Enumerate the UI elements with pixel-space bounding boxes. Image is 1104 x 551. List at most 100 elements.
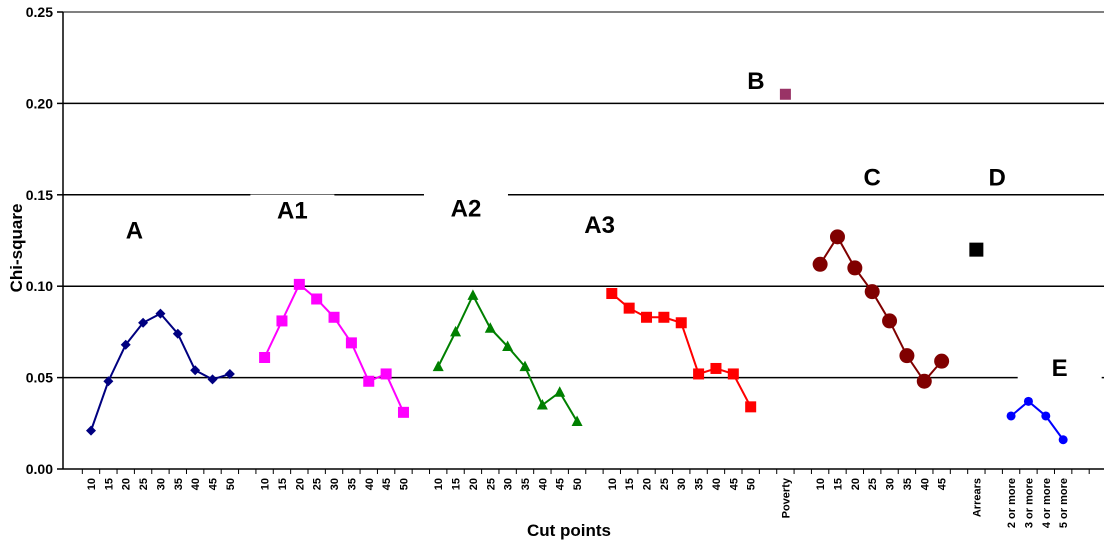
- x-tick-label: 30: [885, 478, 897, 490]
- x-tick-label: 35: [694, 478, 706, 490]
- x-tick-label: 45: [728, 478, 740, 490]
- series-label-D: D: [989, 165, 1006, 192]
- x-tick-label: 10: [433, 478, 445, 490]
- data-point-A: [207, 374, 218, 385]
- y-tick-labels: 0.00 0.05 0.10 0.15 0.20 0.25: [26, 4, 53, 477]
- x-tick-label: 45: [937, 478, 949, 490]
- x-tick-label: 25: [659, 478, 671, 490]
- data-point-A2: [502, 340, 514, 352]
- data-point-A1: [363, 375, 375, 387]
- data-point-A: [155, 308, 166, 319]
- x-tick-label: 20: [642, 478, 654, 490]
- label-backgrounds: [250, 64, 1102, 384]
- data-point-E: [1006, 411, 1016, 421]
- label-mask: [423, 192, 508, 225]
- series-group-labels: A A1 A2 A3 B C D E: [126, 68, 1068, 382]
- data-point-C: [864, 284, 880, 300]
- data-point-D: [969, 242, 984, 257]
- series-label-A: A: [126, 218, 143, 245]
- x-tick-label: 35: [902, 478, 914, 490]
- data-point-A1: [311, 293, 323, 305]
- data-point-A: [224, 368, 235, 379]
- data-point-A2: [571, 415, 583, 426]
- y-tick-label: 0.15: [26, 187, 53, 203]
- x-tick-label: 20: [468, 478, 480, 490]
- gridlines: [63, 11, 1104, 379]
- y-tick-label: 0.10: [26, 278, 53, 294]
- y-tick-label: 0.00: [26, 461, 53, 477]
- x-tick-label: 15: [451, 478, 463, 490]
- x-tick-label: 30: [329, 478, 341, 490]
- x-tick-label: 40: [190, 478, 202, 490]
- x-tick-label: 10: [815, 478, 827, 490]
- series-label-A1: A1: [277, 198, 308, 225]
- x-tick-label: 45: [381, 478, 393, 490]
- x-tick-label: 45: [208, 478, 220, 490]
- x-tick-label: Poverty: [780, 477, 792, 518]
- x-tick-label: 30: [155, 478, 167, 490]
- data-point-A: [103, 376, 114, 387]
- data-point-A1: [276, 315, 288, 327]
- series-points: [86, 88, 1068, 445]
- data-point-E: [1058, 435, 1068, 445]
- series-line-A: [90, 312, 231, 431]
- series-label-A3: A3: [584, 212, 615, 239]
- x-tick-label: 35: [173, 478, 185, 490]
- series-label-B: B: [747, 68, 764, 95]
- x-tick-label: 50: [225, 478, 237, 490]
- series-line-A2: [437, 293, 578, 422]
- data-point-A1: [328, 311, 340, 323]
- axes: [57, 11, 1104, 474]
- label-mask: [830, 161, 915, 194]
- data-point-A3: [675, 317, 687, 329]
- data-point-A1: [293, 278, 305, 290]
- data-point-A2: [554, 386, 566, 397]
- data-point-A: [86, 425, 96, 436]
- x-axis-label: Cut points: [527, 521, 611, 540]
- x-tick-label: 30: [676, 478, 688, 490]
- x-tick-label: 50: [572, 478, 584, 490]
- x-tick-label: 4 or more: [1041, 478, 1053, 528]
- data-point-B: [779, 88, 791, 100]
- data-point-E: [1041, 411, 1051, 421]
- data-point-C: [812, 256, 828, 272]
- x-tick-label: 25: [138, 478, 150, 490]
- data-point-A3: [693, 368, 705, 380]
- data-point-A: [120, 339, 131, 350]
- x-tick-label: 50: [746, 478, 758, 490]
- data-point-A3: [606, 288, 618, 300]
- data-point-A1: [259, 351, 271, 363]
- data-point-C: [916, 373, 932, 389]
- x-tick-labels: 10 15 20 25 30 35 40 45 50 10 15 20 25 30 35 40 45 50 10 15…: [86, 477, 1070, 528]
- x-tick-label: 10: [607, 478, 619, 490]
- series-line-E: [1010, 400, 1064, 441]
- data-point-C: [882, 313, 898, 329]
- data-point-A3: [658, 311, 670, 323]
- data-point-A3: [641, 311, 653, 323]
- x-tick-label: 20: [294, 478, 306, 490]
- data-point-A3: [745, 401, 757, 413]
- y-tick-label: 0.25: [26, 4, 53, 20]
- x-tick-label: 35: [520, 478, 532, 490]
- y-tick-label: 0.20: [26, 95, 53, 111]
- data-point-A: [172, 328, 183, 339]
- x-tick-label: 40: [711, 478, 723, 490]
- x-tick-label: Arrears: [971, 478, 983, 517]
- data-point-A: [190, 365, 201, 376]
- data-point-A1: [345, 337, 357, 349]
- x-tick-label: 35: [346, 478, 358, 490]
- x-tick-label: 30: [503, 478, 515, 490]
- data-point-A3: [623, 302, 635, 314]
- series-label-E: E: [1052, 355, 1068, 382]
- x-tick-label: 25: [867, 478, 879, 490]
- x-tick-label: 15: [832, 478, 844, 490]
- data-point-C: [829, 229, 845, 245]
- label-mask: [1017, 351, 1102, 384]
- x-tick-label: 20: [850, 478, 862, 490]
- label-mask: [250, 194, 335, 227]
- x-tick-label: 20: [121, 478, 133, 490]
- data-point-C: [899, 348, 915, 364]
- x-tick-label: 40: [537, 478, 549, 490]
- data-point-A1: [380, 368, 392, 380]
